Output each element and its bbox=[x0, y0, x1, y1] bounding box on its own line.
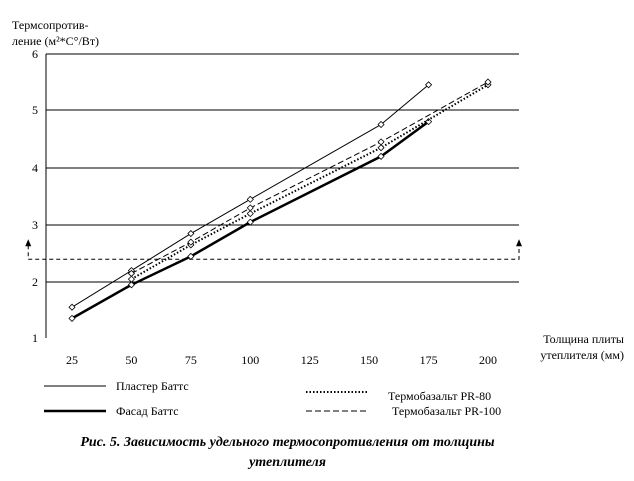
series-3-point-0 bbox=[127, 269, 135, 278]
series-line-1 bbox=[71, 120, 430, 320]
series-1-point-5 bbox=[425, 118, 433, 126]
legend-label-3: Термобазальт PR-100 bbox=[392, 404, 501, 418]
series-1-point-1 bbox=[127, 281, 135, 289]
series-3-point-2 bbox=[246, 204, 254, 212]
x-tick-175: 175 bbox=[420, 353, 438, 367]
series-1-point-0 bbox=[68, 314, 76, 322]
x-axis-label-line1: Толщина плиты bbox=[543, 332, 624, 346]
series-3-point-4 bbox=[484, 78, 492, 86]
annotation-arrow-right bbox=[516, 239, 523, 247]
annotation-arrow-left bbox=[25, 239, 32, 247]
y-axis-label-line2: ление (м²*С°/Вт) bbox=[12, 34, 100, 48]
y-axis-label: Термсопротив- ление (м²*С°/Вт) bbox=[12, 17, 132, 49]
series-1-point-3 bbox=[246, 218, 254, 226]
grid-lines bbox=[46, 53, 519, 283]
series-2-point-2 bbox=[246, 210, 254, 218]
series-line-2 bbox=[130, 83, 489, 281]
x-tick-150: 150 bbox=[360, 353, 378, 367]
series-1-point-2 bbox=[187, 252, 195, 260]
y-tick-4: 4 bbox=[32, 161, 38, 175]
y-tick-labels: 1 2 3 4 5 6 bbox=[32, 47, 38, 345]
legend-label-1: Фасад Баттс bbox=[116, 404, 179, 418]
series-3-point-3 bbox=[377, 138, 385, 146]
series-2-point-0 bbox=[127, 275, 135, 283]
legend: Пластер Баттс Фасад Баттс Термобазальт PR-… bbox=[44, 379, 501, 418]
series-line-0 bbox=[71, 84, 429, 308]
x-axis-label-line2: утеплителя (мм) bbox=[540, 348, 624, 362]
x-tick-50: 50 bbox=[125, 353, 137, 367]
series-0-point-4 bbox=[377, 120, 385, 129]
series-2-point-3 bbox=[377, 144, 385, 152]
series-line-3 bbox=[131, 81, 489, 274]
figure-caption: Рис. 5. Зависимость удельного термосопро… bbox=[0, 433, 575, 473]
series-0-point-3 bbox=[246, 195, 254, 203]
y-tick-5: 5 bbox=[32, 103, 38, 117]
x-tick-125: 125 bbox=[301, 353, 319, 367]
y-tick-6: 6 bbox=[32, 47, 38, 61]
x-tick-100: 100 bbox=[241, 353, 259, 367]
y-tick-3: 3 bbox=[32, 218, 38, 232]
caption-line1: Рис. 5. Зависимость удельного термосопро… bbox=[80, 435, 495, 450]
series-3-point-1 bbox=[187, 238, 195, 246]
series-0-point-5 bbox=[425, 81, 433, 89]
x-tick-75: 75 bbox=[185, 353, 197, 367]
y-tick-2: 2 bbox=[32, 275, 38, 289]
x-tick-200: 200 bbox=[479, 353, 497, 367]
x-tick-25: 25 bbox=[66, 353, 78, 367]
legend-label-2: Термобазальт PR-80 bbox=[388, 389, 491, 403]
x-axis-label: Толщина плиты утеплителя (мм) bbox=[504, 331, 624, 363]
dashed-bracket-annotation bbox=[25, 239, 523, 260]
series-0-point-0 bbox=[68, 303, 76, 311]
y-axis-label-line1: Термсопротив- bbox=[12, 18, 89, 32]
legend-label-0: Пластер Баттс bbox=[116, 379, 189, 393]
series-0-point-2 bbox=[187, 229, 195, 238]
series-lines bbox=[68, 78, 492, 322]
series-1-point-4 bbox=[377, 152, 385, 160]
y-tick-1: 1 bbox=[32, 331, 38, 345]
caption-line2: утеплителя bbox=[249, 455, 326, 470]
annotation-bracket bbox=[27, 245, 520, 260]
x-tick-labels: 25 50 75 100 125 150 175 200 bbox=[66, 353, 497, 367]
